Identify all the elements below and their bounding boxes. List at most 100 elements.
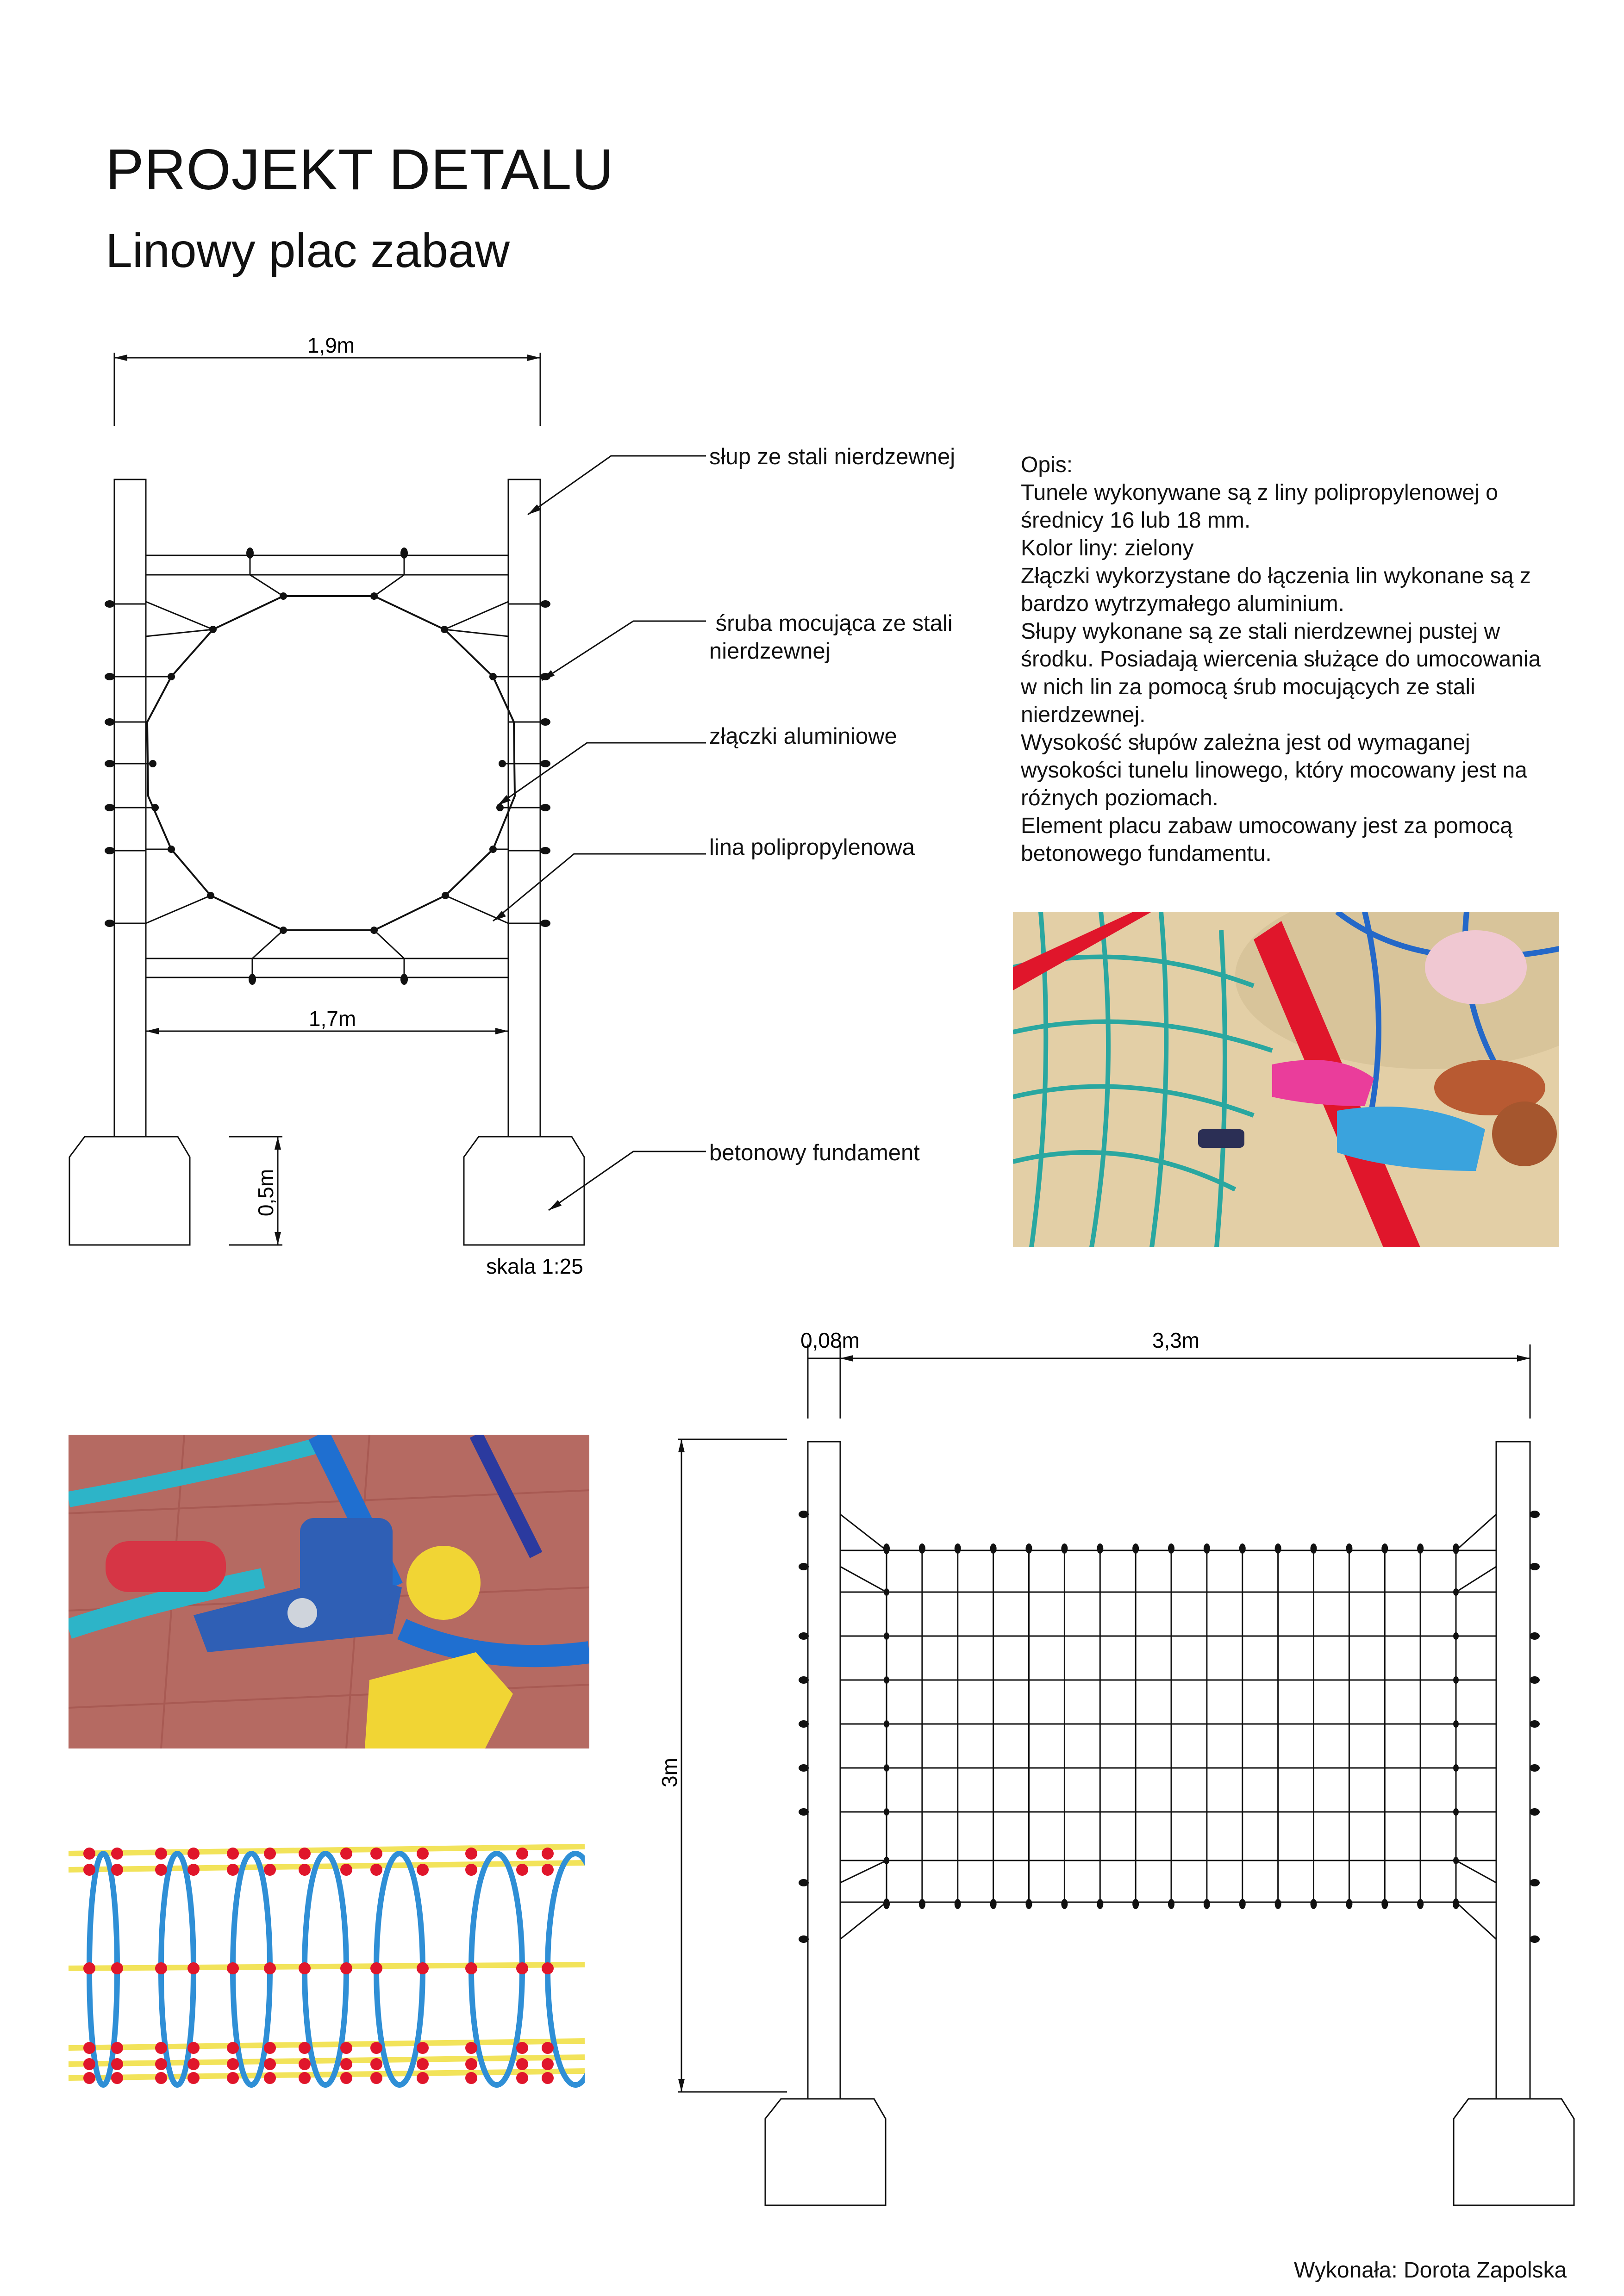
rope-spoke bbox=[249, 555, 284, 597]
child-shape bbox=[1434, 1060, 1545, 1115]
tunnel-clip bbox=[264, 1848, 276, 1860]
callout-bolt: śruba mocująca ze stali nierdzewnej bbox=[709, 611, 953, 664]
net-knot bbox=[1453, 1547, 1459, 1554]
dim-arrow bbox=[678, 1439, 685, 1452]
tunnel-clip bbox=[227, 2058, 239, 2070]
net-knot bbox=[1203, 1899, 1210, 1909]
tunnel-clip bbox=[417, 1962, 429, 1974]
side-left-foundation bbox=[764, 2098, 887, 2206]
tunnel-clip bbox=[516, 2058, 528, 2070]
description-line: różnych poziomach. bbox=[1021, 786, 1218, 810]
rope-tunnel-photo bbox=[69, 1830, 585, 2108]
connector bbox=[370, 592, 378, 600]
callout-post: słup ze stali nierdzewnej bbox=[709, 444, 956, 469]
tunnel-clip bbox=[465, 2072, 477, 2084]
bolt bbox=[105, 673, 115, 680]
leader-rope bbox=[493, 853, 706, 922]
tunnel-clip bbox=[187, 1962, 200, 1974]
connector bbox=[149, 760, 156, 767]
dim-arrow bbox=[840, 1355, 853, 1362]
side-bolt bbox=[799, 1764, 809, 1772]
tunnel-clip bbox=[83, 1962, 95, 1974]
rope-spoke bbox=[145, 895, 211, 924]
tunnel-clip bbox=[417, 2042, 429, 2054]
net-knot bbox=[884, 1720, 889, 1728]
net-knots bbox=[883, 1543, 1459, 1909]
red-frame-bar bbox=[1013, 912, 1152, 990]
connector bbox=[496, 804, 504, 811]
side-bolt bbox=[1530, 1879, 1540, 1886]
tunnel-clip bbox=[465, 1848, 477, 1860]
net-knot bbox=[1453, 1764, 1459, 1772]
net-tie bbox=[1455, 1566, 1497, 1593]
page-subtitle: Linowy plac zabaw bbox=[106, 224, 510, 278]
net-knot bbox=[1453, 1808, 1459, 1816]
rope-spoke bbox=[445, 895, 509, 924]
side-bolt bbox=[1530, 1511, 1540, 1518]
side-bolt bbox=[799, 1935, 809, 1943]
rope-spoke bbox=[145, 628, 213, 637]
callout-rope: lina polipropylenowa bbox=[709, 835, 915, 860]
net-knot bbox=[1453, 1676, 1459, 1684]
red-connector bbox=[106, 1541, 226, 1592]
net-knot bbox=[1453, 1632, 1459, 1640]
child-shape bbox=[1425, 930, 1527, 1004]
connector bbox=[209, 626, 217, 633]
net-knot bbox=[1061, 1899, 1068, 1909]
dim-arrow bbox=[146, 1028, 159, 1034]
tunnel-clip bbox=[83, 2042, 95, 2054]
net-knot bbox=[1417, 1543, 1424, 1554]
description-line: w nich lin za pomocą śrub mocujących ze … bbox=[1021, 675, 1475, 699]
bolt-head bbox=[287, 1598, 317, 1628]
tunnel-clip bbox=[370, 2042, 382, 2054]
net-knot bbox=[1239, 1543, 1246, 1554]
leader-bolt bbox=[541, 620, 706, 681]
author-credit: Wykonała: Dorota Zapolska bbox=[1294, 2258, 1567, 2283]
description-line: Wysokość słupów zależna jest od wymagane… bbox=[1021, 730, 1470, 755]
rope-spoke bbox=[251, 929, 284, 977]
rope-dark bbox=[469, 1435, 543, 1558]
front-bolts bbox=[105, 548, 550, 985]
tunnel-clip bbox=[542, 1864, 554, 1876]
tunnel-clip bbox=[264, 2042, 276, 2054]
side-bolt bbox=[1530, 1563, 1540, 1570]
dim-length-label: 3,3m bbox=[1152, 1328, 1199, 1352]
net-tie bbox=[840, 1860, 887, 1884]
scale-label: skala 1:25 bbox=[486, 1254, 583, 1278]
bolt bbox=[105, 804, 115, 811]
tunnel-clip bbox=[370, 2072, 382, 2084]
tunnel-clip bbox=[340, 2072, 352, 2084]
description-line: Złączki wykorzystane do łączenia lin wyk… bbox=[1021, 564, 1531, 588]
tunnel-clip bbox=[299, 1848, 311, 1860]
rope-spoke bbox=[444, 601, 509, 630]
rope-net-teal bbox=[1013, 912, 1273, 1247]
tunnel-clip bbox=[417, 2058, 429, 2070]
tunnel-clip bbox=[340, 1864, 352, 1876]
tunnel-clip bbox=[155, 1962, 167, 1974]
tunnel-clip bbox=[187, 2042, 200, 2054]
bolt bbox=[246, 548, 254, 559]
net-knot bbox=[1132, 1899, 1139, 1909]
tunnel-clip bbox=[516, 1864, 528, 1876]
tunnel-frame-yellow bbox=[69, 1844, 585, 2081]
tunnel-clip bbox=[83, 1848, 95, 1860]
side-bolt bbox=[1530, 1676, 1540, 1684]
tunnel-clip bbox=[299, 2072, 311, 2084]
tunnel-clip bbox=[264, 1962, 276, 1974]
connector bbox=[168, 846, 175, 853]
tunnel-clip bbox=[111, 1962, 123, 1974]
net-knot bbox=[954, 1899, 961, 1909]
tunnel-clip bbox=[370, 1848, 382, 1860]
connector bbox=[207, 892, 214, 899]
net-knot bbox=[884, 1898, 889, 1906]
side-bolt bbox=[1530, 1935, 1540, 1943]
tunnel-clip bbox=[370, 1962, 382, 1974]
tunnel-clip bbox=[187, 1848, 200, 1860]
side-bolt bbox=[799, 1808, 809, 1816]
net-knot bbox=[884, 1676, 889, 1684]
net-knot bbox=[1097, 1899, 1104, 1909]
page-title: PROJEKT DETALU bbox=[106, 138, 614, 202]
tunnel-clip bbox=[542, 2042, 554, 2054]
child-shoe bbox=[1198, 1129, 1244, 1148]
bolt bbox=[105, 847, 115, 854]
